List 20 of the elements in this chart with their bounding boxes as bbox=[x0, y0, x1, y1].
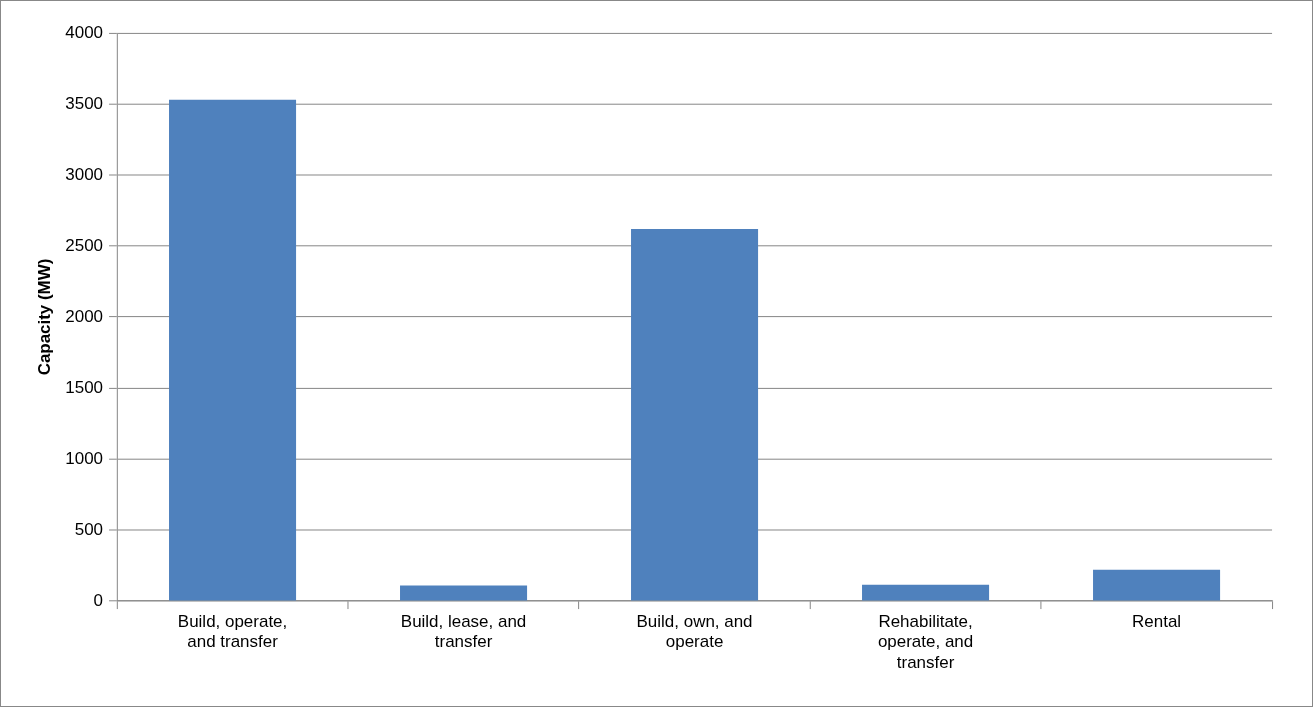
y-tick-label: 1000 bbox=[65, 448, 104, 468]
y-tick-label: 1500 bbox=[65, 377, 104, 397]
y-tick-label: 3500 bbox=[65, 93, 104, 113]
x-tick-label: Build, lease, and transfer bbox=[400, 611, 527, 652]
y-tick-label: 0 bbox=[93, 590, 104, 610]
bar bbox=[169, 99, 297, 601]
bar bbox=[1093, 569, 1221, 601]
bar bbox=[862, 584, 990, 601]
y-tick-label: 2500 bbox=[65, 235, 104, 255]
bar bbox=[631, 228, 759, 601]
y-tick-label: 3000 bbox=[65, 164, 104, 184]
bar bbox=[400, 585, 528, 601]
y-tick-label: 4000 bbox=[65, 22, 104, 42]
x-tick-label: Build, operate, and transfer bbox=[177, 611, 288, 652]
x-tick-label: Rehabilitate, operate, and transfer bbox=[877, 611, 974, 672]
x-tick-label: Build, own, and operate bbox=[636, 611, 753, 652]
x-tick-label: Rental bbox=[1132, 611, 1182, 631]
y-tick-label: 2000 bbox=[65, 306, 104, 326]
y-axis-title: Capacity (MW) bbox=[34, 258, 54, 376]
y-tick-label: 500 bbox=[74, 519, 104, 539]
